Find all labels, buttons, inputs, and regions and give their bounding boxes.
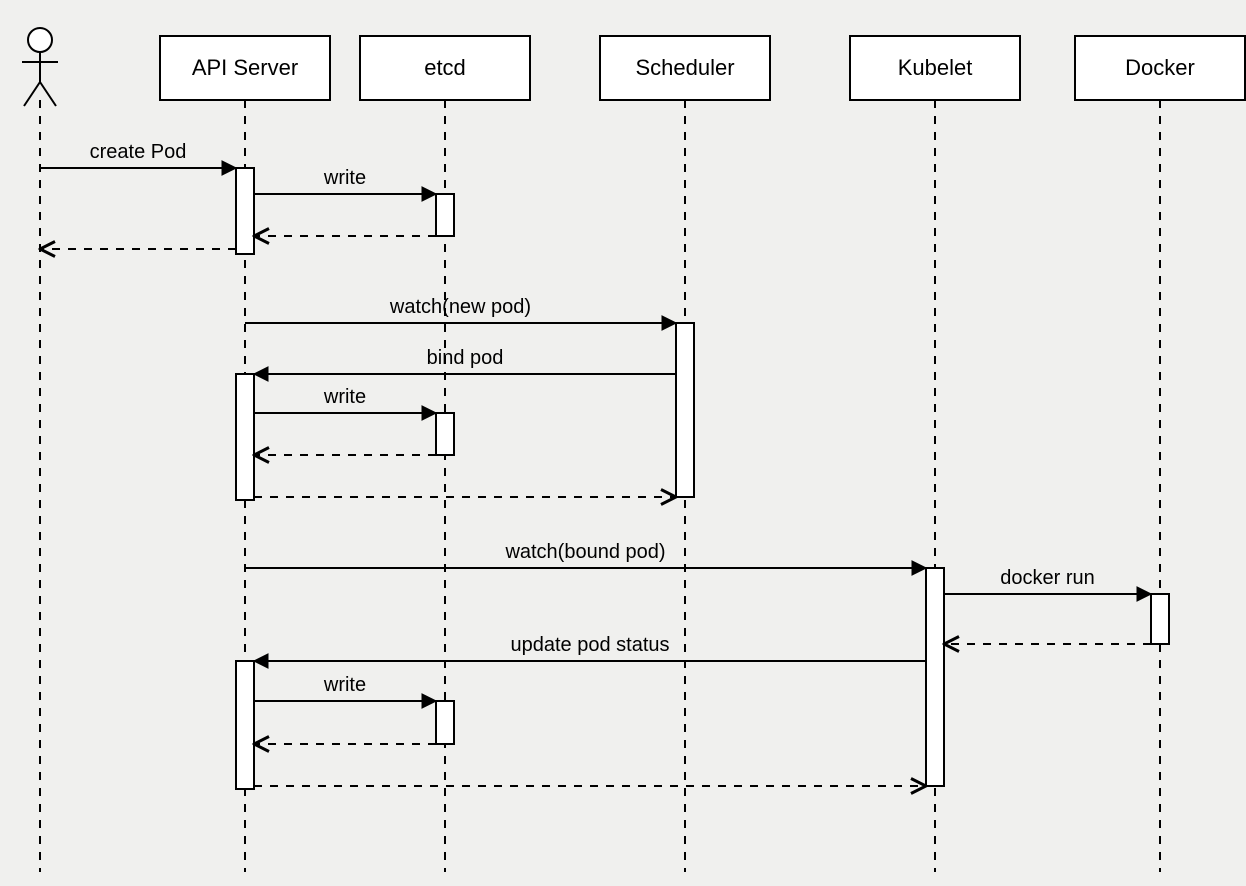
participant-label-kubelet: Kubelet bbox=[898, 55, 973, 80]
message-label-9: watch(bound pod) bbox=[504, 541, 665, 563]
activation-etcd-4 bbox=[436, 413, 454, 455]
activation-scheduler-2 bbox=[676, 323, 694, 497]
message-label-0: create Pod bbox=[90, 141, 187, 163]
participant-label-docker: Docker bbox=[1125, 55, 1195, 80]
participant-label-etcd: etcd bbox=[424, 55, 466, 80]
sequence-diagram: API Server etcd Scheduler Kubelet Docker crea… bbox=[0, 0, 1246, 886]
message-label-10: docker run bbox=[1000, 567, 1095, 589]
message-label-1: write bbox=[323, 167, 366, 189]
activation-docker-6 bbox=[1151, 594, 1169, 644]
message-label-6: write bbox=[323, 386, 366, 408]
activation-etcd-1 bbox=[436, 194, 454, 236]
message-label-12: update pod status bbox=[510, 634, 669, 656]
message-label-5: bind pod bbox=[427, 347, 504, 369]
message-label-13: write bbox=[323, 674, 366, 696]
participant-label-scheduler: Scheduler bbox=[635, 55, 734, 80]
activation-kubelet-5 bbox=[926, 568, 944, 786]
activation-etcd-8 bbox=[436, 701, 454, 744]
activation-apiserver-0 bbox=[236, 168, 254, 254]
message-label-4: watch(new pod) bbox=[389, 296, 531, 318]
activation-apiserver-3 bbox=[236, 374, 254, 500]
participant-label-apiserver: API Server bbox=[192, 55, 298, 80]
activation-apiserver-7 bbox=[236, 661, 254, 789]
